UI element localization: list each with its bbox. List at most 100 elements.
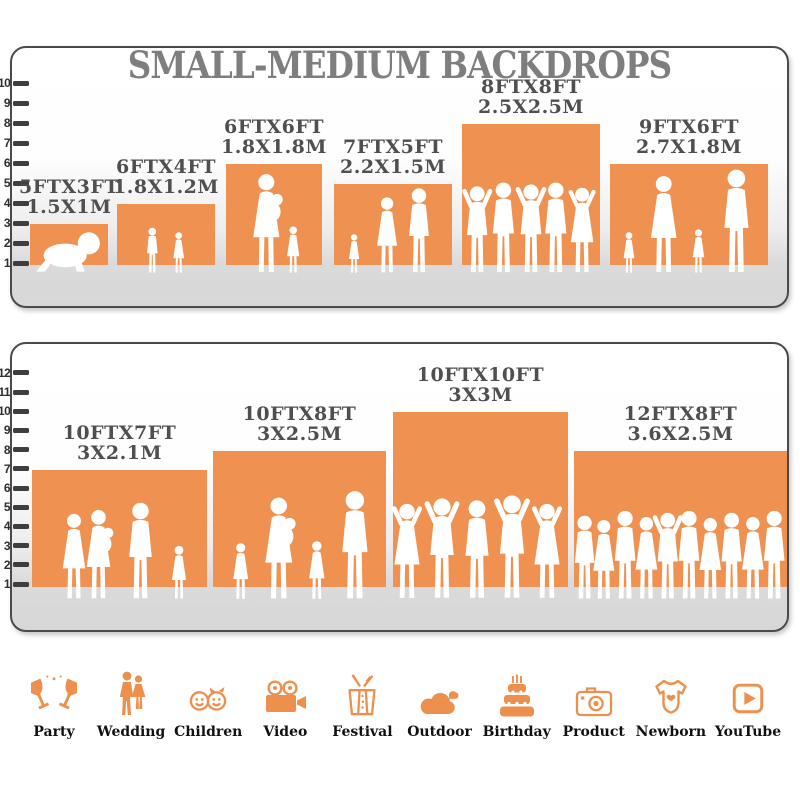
bar-6ftx6ft-size-m: 1.8X1.8M: [221, 136, 327, 158]
bar-10ftx7ft-size-ft: 10FTX7FT: [62, 421, 177, 444]
bar-8ftx8ft-size-m: 2.5X2.5M: [478, 96, 584, 118]
y-tick-label-1: 1: [3, 577, 11, 591]
bar-10ftx8ft-people-silhouette: [233, 490, 368, 599]
y-tick-label-3: 3: [3, 216, 11, 230]
bar-8ftx8ft-size-ft: 8FTX8FT: [481, 76, 581, 98]
bar-10ftx8ft-label: 10FTX8FT 3X2.5M: [243, 404, 357, 444]
y-tick-dash-4: [13, 200, 29, 206]
y-tick-dash-5: [13, 504, 29, 510]
y-tick-label-10: 10: [0, 76, 11, 90]
bar-6ftx6ft-size-ft: 6FTX6FT: [224, 116, 324, 138]
y-tick-dash-9: [13, 100, 29, 106]
y-tick-label-2: 2: [3, 557, 11, 572]
festival-icon: [339, 662, 385, 720]
children-icon: [184, 662, 232, 720]
bar-10ftx10ft-size-ft: 10FTX10FT: [416, 364, 545, 387]
category-label-children: Children: [174, 724, 243, 740]
bar-9ftx6ft-people-silhouette: [623, 169, 749, 273]
birthday-icon: [493, 662, 541, 720]
bar-12ftx8ft-people-silhouette: [574, 451, 785, 605]
bar-7ftx5ft-size-ft: 7FTX5FT: [343, 136, 443, 158]
bar-5ftx3ft-label: 5FTX3FT 1.5X1M: [19, 177, 119, 217]
bar-5ftx3ft-people-silhouette: [36, 232, 100, 272]
y-tick-dash-10: [13, 80, 29, 86]
category-item-birthday: Birthday: [479, 662, 555, 740]
y-tick-label-8: 8: [3, 116, 11, 130]
y-tick-label-4: 4: [3, 196, 11, 210]
y-tick-dash-3: [13, 543, 29, 549]
outdoor-icon: [416, 662, 464, 720]
y-tick-dash-6: [13, 160, 29, 166]
y-tick-dash-9: [13, 427, 29, 433]
y-tick-label-1: 1: [3, 256, 11, 270]
bar-5ftx3ft-size-m: 1.5X1M: [26, 196, 112, 218]
bar-12ftx8ft-label: 12FTX8FT 3.6X2.5M: [624, 404, 738, 444]
bar-9ftx6ft-label: 9FTX6FT 2.7X1.8M: [636, 117, 742, 157]
y-tick-label-9: 9: [3, 423, 11, 438]
category-label-birthday: Birthday: [482, 724, 551, 740]
bar-6ftx4ft-size-m: 1.8X1.2M: [113, 176, 219, 198]
y-tick-label-2: 2: [3, 236, 11, 250]
y-tick-dash-2: [13, 240, 29, 246]
large-panel: 1 2 3 4 5 6 7 8 9 10 11 12 10FTX7FT 3X2.1M 10FTX8FT 3X…: [0, 342, 789, 632]
y-tick-dash-3: [13, 220, 29, 226]
category-label-youtube: YouTube: [714, 724, 782, 740]
category-label-party: Party: [33, 724, 75, 740]
bar-10ftx8ft-size-ft: 10FTX8FT: [242, 402, 357, 425]
y-tick-dash-6: [13, 485, 29, 491]
y-tick-dash-12: [13, 370, 29, 376]
bar-7ftx5ft-people-silhouette: [348, 188, 429, 273]
bar-10ftx10ft-people-silhouette: [385, 412, 576, 605]
category-item-wedding: Wedding: [93, 662, 169, 740]
category-label-newborn: Newborn: [635, 724, 707, 740]
bar-6ftx4ft-size-ft: 6FTX4FT: [116, 156, 216, 178]
y-tick-dash-1: [13, 581, 29, 587]
bar-10ftx10ft-label: 10FTX10FT 3X3M: [417, 365, 544, 405]
category-item-party: Party: [16, 662, 92, 740]
y-tick-dash-10: [13, 408, 29, 414]
y-tick-label-6: 6: [3, 481, 11, 495]
bar-10ftx8ft-size-m: 3X2.5M: [256, 422, 343, 445]
y-tick-dash-7: [13, 140, 29, 146]
y-tick-dash-7: [13, 466, 29, 472]
category-label-video: Video: [263, 724, 308, 740]
category-icon-row: Party Wedding Children Video Festival Outdoor…: [16, 662, 786, 740]
y-tick-label-9: 9: [3, 96, 11, 110]
y-tick-label-10: 10: [0, 404, 11, 419]
category-item-children: Children: [170, 662, 246, 740]
category-item-newborn: Newborn: [633, 662, 709, 740]
video-icon: [261, 662, 309, 720]
category-label-wedding: Wedding: [96, 724, 166, 740]
bar-10ftx7ft-label: 10FTX7FT 3X2.1M: [63, 423, 177, 463]
bar-7ftx5ft-size-m: 2.2X1.5M: [340, 156, 446, 178]
y-tick-label-11: 11: [0, 385, 11, 399]
bar-6ftx6ft-label: 6FTX6FT 1.8X1.8M: [221, 117, 327, 157]
y-tick-label-8: 8: [3, 442, 11, 457]
bar-10ftx10ft-size-m: 3X3M: [448, 384, 513, 407]
y-tick-label-5: 5: [3, 500, 11, 515]
category-item-product: Product: [556, 662, 632, 740]
bar-6ftx4ft-people-silhouette: [147, 227, 185, 273]
y-tick-dash-2: [13, 562, 29, 568]
category-label-outdoor: Outdoor: [407, 724, 472, 740]
bar-8ftx8ft-people-silhouette: [454, 124, 608, 279]
product-icon: [570, 662, 618, 720]
bar-7ftx5ft-label: 7FTX5FT 2.2X1.5M: [340, 137, 446, 177]
bar-10ftx7ft-people-silhouette: [62, 502, 187, 599]
wedding-icon: [109, 662, 153, 720]
small-medium-panel: SMALL-MEDIUM BACKDROPS 1 2 3 4 5 6 7 8 9 10 5FTX3…: [0, 43, 789, 308]
party-icon: [31, 662, 77, 720]
youtube-icon: [726, 662, 770, 720]
bar-6ftx4ft: [117, 204, 215, 265]
y-tick-dash-8: [13, 120, 29, 126]
category-item-outdoor: Outdoor: [402, 662, 478, 740]
y-tick-dash-5: [13, 180, 29, 186]
category-label-product: Product: [562, 724, 625, 740]
page-title: SMALL-MEDIUM BACKDROPS: [127, 43, 672, 87]
y-tick-label-4: 4: [3, 519, 11, 534]
bar-8ftx8ft-label: 8FTX8FT 2.5X2.5M: [478, 77, 584, 117]
y-tick-label-7: 7: [3, 136, 11, 150]
bar-12ftx8ft-size-m: 3.6X2.5M: [627, 422, 734, 445]
y-tick-dash-11: [13, 389, 29, 395]
y-tick-dash-4: [13, 523, 29, 529]
